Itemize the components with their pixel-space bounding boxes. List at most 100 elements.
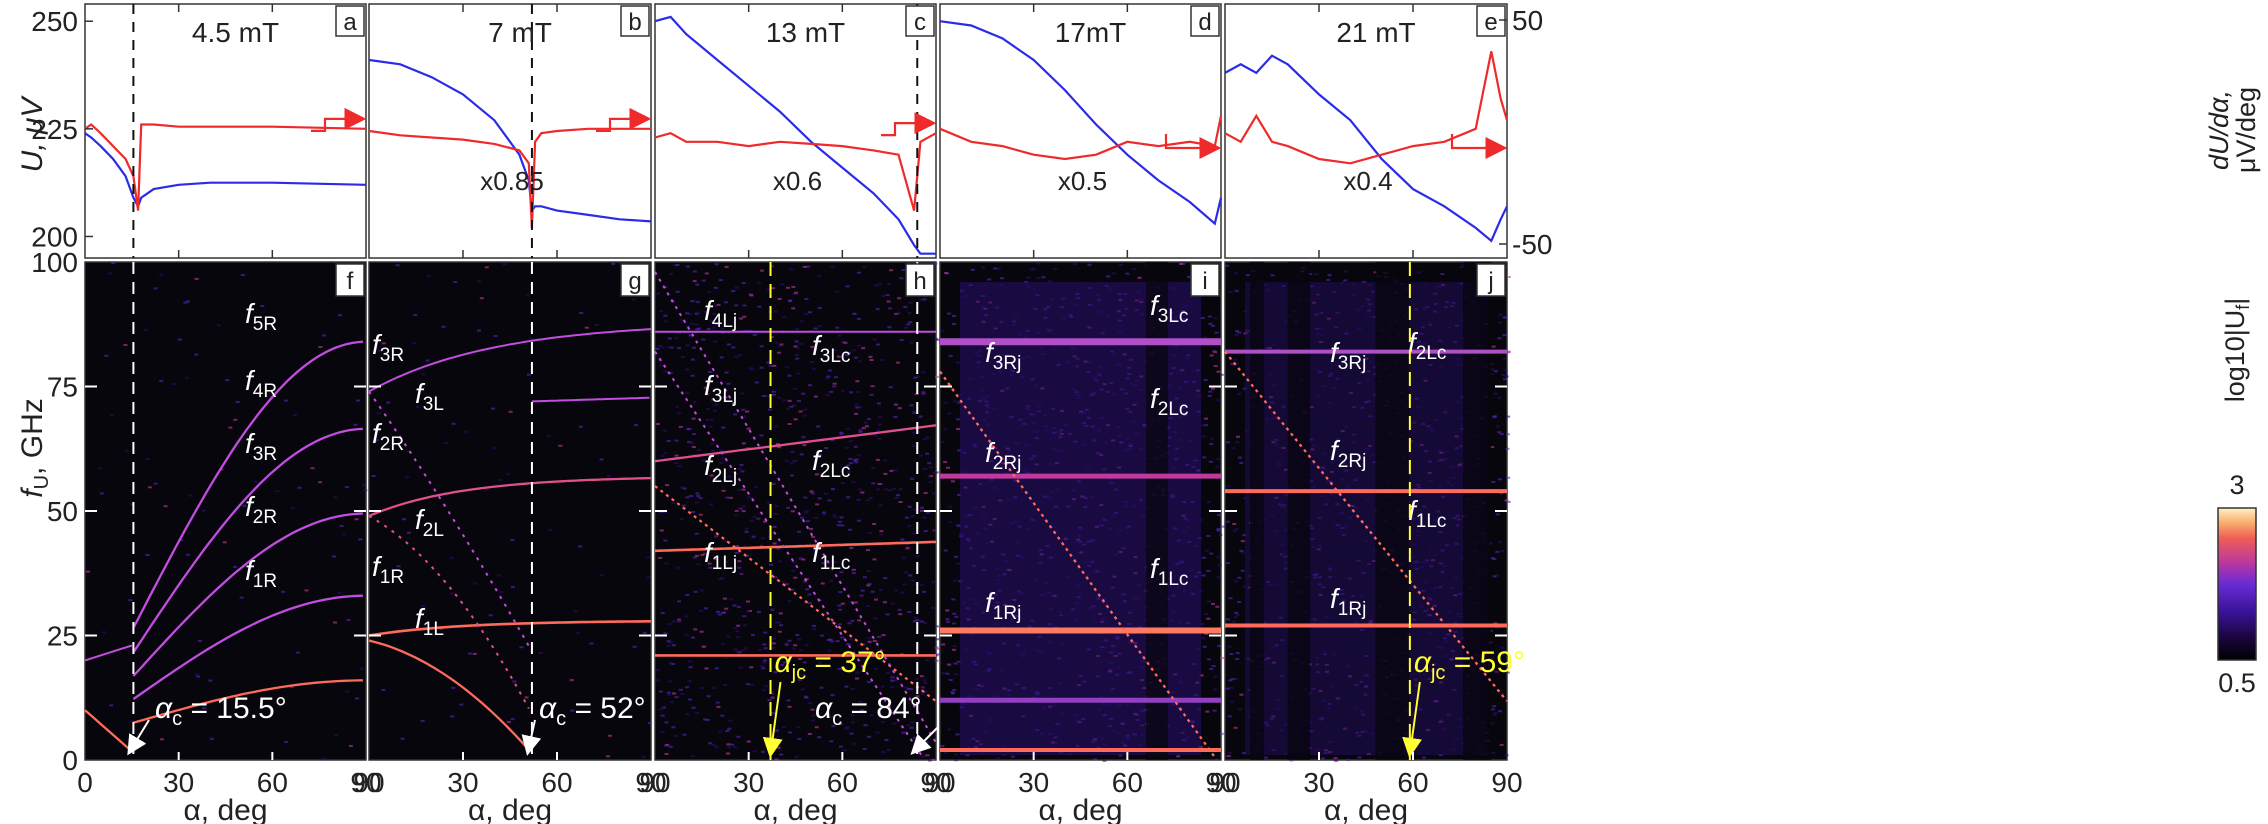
noise-pixel xyxy=(801,673,806,676)
noise-pixel xyxy=(881,721,885,723)
mode-label-2Rj: f2Rj xyxy=(985,437,1021,474)
noise-pixel xyxy=(701,279,706,282)
noise-pixel xyxy=(829,390,834,393)
derivative-series-line xyxy=(654,132,937,211)
noise-pixel xyxy=(1440,273,1445,276)
noise-pixel xyxy=(722,597,727,600)
noise-pixel xyxy=(857,344,862,347)
noise-pixel xyxy=(184,376,189,379)
noise-pixel xyxy=(715,701,720,704)
noise-pixel xyxy=(692,433,697,436)
noise-pixel xyxy=(1494,670,1499,673)
noise-pixel xyxy=(662,429,667,432)
noise-pixel xyxy=(900,538,905,541)
top-y-tick-label: 250 xyxy=(31,6,78,37)
panel-letter: b xyxy=(628,9,641,36)
mode-curve xyxy=(368,476,652,518)
noise-pixel xyxy=(358,538,363,541)
noise-pixel xyxy=(345,690,350,693)
noise-pixel xyxy=(846,464,850,467)
noise-pixel xyxy=(723,656,728,659)
noise-pixel xyxy=(887,282,891,285)
noise-pixel xyxy=(954,555,958,558)
noise-pixel xyxy=(209,737,214,740)
mode-curve xyxy=(654,271,937,744)
noise-pixel xyxy=(748,610,752,612)
noise-pixel xyxy=(955,361,960,364)
noise-pixel xyxy=(663,539,668,542)
noise-pixel xyxy=(907,611,912,613)
noise-pixel xyxy=(910,579,915,582)
mode-label-2R: f2R xyxy=(372,418,404,455)
mode-label-3L: f3L xyxy=(415,378,444,415)
noise-pixel xyxy=(709,418,714,421)
mode-label-1Lc: f1Lc xyxy=(1150,553,1188,590)
noise-pixel xyxy=(823,492,828,495)
noise-pixel xyxy=(774,504,779,507)
noise-pixel xyxy=(1201,637,1206,640)
noise-pixel xyxy=(405,476,410,479)
noise-pixel xyxy=(854,403,859,406)
colorbar xyxy=(2217,507,2257,661)
noise-pixel xyxy=(712,686,717,689)
noise-pixel xyxy=(839,516,844,519)
noise-pixel xyxy=(745,600,750,603)
noise-pixel xyxy=(919,509,924,512)
noise-pixel xyxy=(860,709,864,712)
noise-pixel xyxy=(907,505,912,508)
noise-pixel xyxy=(1225,562,1230,564)
noise-pixel xyxy=(723,396,728,399)
noise-pixel xyxy=(802,661,807,664)
noise-pixel xyxy=(1237,456,1242,459)
noise-pixel xyxy=(883,459,888,462)
noise-pixel xyxy=(1228,679,1233,682)
noise-pixel xyxy=(883,577,888,580)
noise-pixel xyxy=(1235,614,1240,616)
noise-pixel xyxy=(1497,541,1502,544)
noise-pixel xyxy=(914,393,919,396)
noise-pixel xyxy=(847,470,851,473)
noise-pixel xyxy=(934,659,939,662)
noise-pixel xyxy=(724,301,728,304)
noise-pixel xyxy=(894,589,899,592)
noise-pixel xyxy=(1493,712,1498,714)
noise-pixel xyxy=(993,267,998,270)
noise-pixel xyxy=(918,415,923,418)
noise-pixel xyxy=(310,467,315,470)
noise-pixel xyxy=(721,457,726,460)
noise-pixel xyxy=(886,300,891,303)
noise-pixel xyxy=(798,410,803,413)
noise-pixel xyxy=(671,663,676,665)
noise-pixel xyxy=(1499,433,1504,436)
derivative-series-line xyxy=(368,127,651,228)
noise-pixel xyxy=(822,511,826,514)
noise-pixel xyxy=(1215,466,1220,469)
noise-pixel xyxy=(857,360,862,363)
noise-pixel xyxy=(790,474,794,477)
noise-pixel xyxy=(759,366,764,369)
noise-pixel xyxy=(919,675,924,678)
noise-pixel xyxy=(472,652,477,655)
noise-pixel xyxy=(762,643,767,646)
noise-pixel xyxy=(720,327,725,330)
noise-pixel xyxy=(147,486,152,489)
noise-pixel xyxy=(1202,456,1207,459)
noise-pixel xyxy=(787,423,792,425)
colorbar-label: log10|Uf| xyxy=(2220,298,2253,403)
noise-pixel xyxy=(925,452,930,455)
mode-label-2Rj: f2Rj xyxy=(1330,435,1366,472)
noise-pixel xyxy=(797,737,802,740)
field-label: 4.5 mT xyxy=(192,17,279,48)
noise-pixel xyxy=(852,312,857,315)
noise-pixel xyxy=(1320,757,1325,760)
noise-pixel xyxy=(815,503,820,506)
noise-pixel xyxy=(354,518,359,521)
noise-pixel xyxy=(782,316,787,318)
noise-pixel xyxy=(1211,324,1215,327)
noise-pixel xyxy=(909,726,914,729)
noise-pixel xyxy=(655,669,660,672)
noise-pixel xyxy=(757,305,762,308)
noise-pixel xyxy=(945,672,950,675)
noise-pixel xyxy=(1503,369,1508,372)
noise-pixel xyxy=(802,414,807,417)
